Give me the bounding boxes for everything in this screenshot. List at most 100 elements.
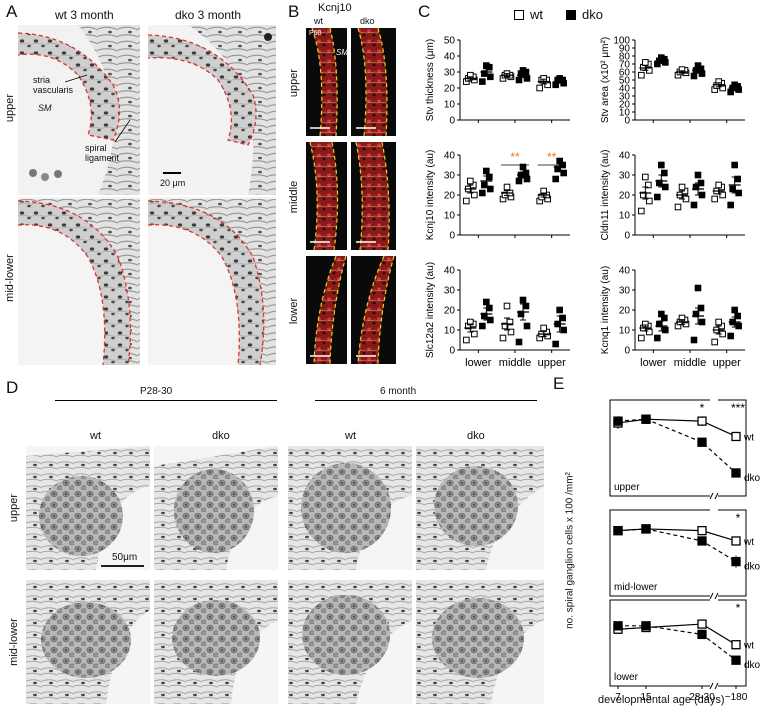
data-point-wt [715, 181, 722, 189]
data-point-dko [519, 163, 527, 171]
panel-b-col-dko: dko [360, 16, 375, 26]
d-upper-row [26, 446, 544, 570]
y-axis-label: Kcnj10 intensity (au) [425, 150, 436, 241]
y-tick-label: 90 [619, 44, 631, 55]
data-point-dko [662, 326, 669, 334]
x-tick-label: lower [465, 357, 492, 369]
data-point-dko [523, 322, 531, 330]
data-point-dko [697, 437, 707, 447]
y-tick-label: 30 [619, 286, 631, 297]
subplot-label: upper [614, 482, 640, 493]
y-tick-label: 30 [619, 171, 631, 182]
data-point-dko [729, 185, 736, 193]
series-label-dko: dko [744, 473, 760, 484]
b-middle-row [306, 141, 396, 251]
series-label-wt: wt [743, 641, 754, 652]
y-tick-label: 10 [619, 108, 631, 119]
chart-E-midlower: mid-lower wt dko * [609, 509, 760, 600]
b-upper-row [306, 28, 396, 137]
series-line-wt [617, 528, 737, 542]
y-tick-label: 10 [619, 326, 631, 337]
y-axis-label: Slc12a2 intensity (au) [425, 262, 436, 358]
data-point-wt [642, 173, 649, 181]
series-label-dko: dko [744, 660, 760, 671]
y-tick-label: 20 [619, 306, 631, 317]
y-tick-label: 10 [619, 211, 631, 222]
significance-label: * [736, 601, 741, 615]
data-point-wt [540, 324, 547, 332]
micrograph-a-wt-upper [18, 25, 140, 195]
significance-label: * [700, 401, 705, 415]
data-point-dko [483, 167, 490, 175]
y-tick-label: 10 [444, 211, 456, 222]
axis-break-mark [709, 592, 714, 600]
data-point-dko [613, 525, 623, 536]
y-tick-label: 30 [444, 68, 456, 79]
significance-label: ** [547, 150, 557, 164]
panel-a-col-wt: wt 3 month [55, 8, 114, 22]
y-tick-label: 30 [619, 92, 631, 103]
data-point-dko [523, 75, 531, 82]
data-point-dko [641, 414, 651, 424]
data-point-dko [479, 189, 486, 197]
chart-C-slc12a2: 0 10 20 30 40 Slc12a2 intensity (au) lower midd… [425, 262, 570, 369]
y-tick-label: 20 [619, 191, 631, 202]
series-line-dko [617, 528, 737, 563]
chart-C-cldn11: 0 10 20 30 40 Cldn11 intensity (au) [600, 150, 745, 242]
panel-d-scalebar-label: 50μm [112, 552, 138, 563]
data-point-dko [694, 284, 702, 292]
data-point-dko [515, 177, 523, 185]
data-point-wt [471, 191, 478, 199]
y-tick-label: 0 [624, 346, 630, 357]
data-point-dko [658, 161, 665, 169]
y-axis-label: Stv area (x10² μm²) [600, 37, 611, 123]
panel-b-tag-p60: P60 [309, 30, 322, 37]
panel-d-group2-line [315, 400, 537, 401]
panel-d-col-3: wt [345, 430, 356, 442]
data-point-wt [463, 336, 470, 344]
x-tick-label: 15 [640, 692, 652, 703]
data-point-dko [658, 310, 665, 318]
panel-e-letter: E [553, 374, 565, 393]
data-point-wt [715, 318, 722, 326]
y-tick-label: 20 [444, 306, 456, 317]
panel-d-letter: D [6, 378, 19, 397]
y-tick-label: 0 [624, 231, 630, 242]
data-point-dko [731, 306, 738, 314]
data-point-dko [690, 72, 698, 80]
a-scalebar [163, 172, 181, 174]
data-point-wt [503, 302, 511, 310]
plot-frame [609, 399, 747, 497]
data-point-wt [642, 59, 649, 66]
data-point-wt [697, 619, 707, 629]
data-point-wt [501, 322, 509, 330]
series-line-wt [617, 418, 737, 438]
chart-C-stv-thickness: 0 10 20 30 40 50 Stv thickness (μm) [425, 36, 570, 127]
legend-wt-marker [514, 10, 524, 20]
data-point-dko [552, 340, 559, 348]
subplot-label: mid-lower [614, 582, 658, 593]
axis-break-mark [709, 492, 714, 500]
data-point-dko [641, 524, 651, 534]
data-point-wt [731, 640, 741, 650]
data-point-dko [517, 310, 525, 318]
significance-label: * [736, 511, 741, 525]
label-stria-vascularis: stria vascularis [33, 75, 74, 95]
panel-b-tag-sm: SM [336, 48, 348, 57]
data-point-dko [479, 322, 486, 330]
y-tick-label: 20 [444, 191, 456, 202]
data-point-dko [694, 62, 702, 69]
data-point-dko [481, 181, 488, 189]
data-point-dko [483, 62, 490, 69]
b-lower-row [306, 255, 396, 365]
y-axis-label: Stv thickness (μm) [425, 39, 436, 121]
data-point-wt [467, 177, 474, 185]
y-tick-label: 10 [444, 326, 456, 337]
x-tick-label: upper [713, 357, 741, 369]
chart-C-kcnq1: 0 10 20 30 40 Kcnq1 intensity (au) lower middle… [600, 266, 745, 369]
axis-break-mark [714, 592, 719, 600]
y-tick-label: 0 [449, 346, 455, 357]
y-tick-label: 50 [619, 76, 631, 87]
data-point-dko [560, 326, 567, 334]
